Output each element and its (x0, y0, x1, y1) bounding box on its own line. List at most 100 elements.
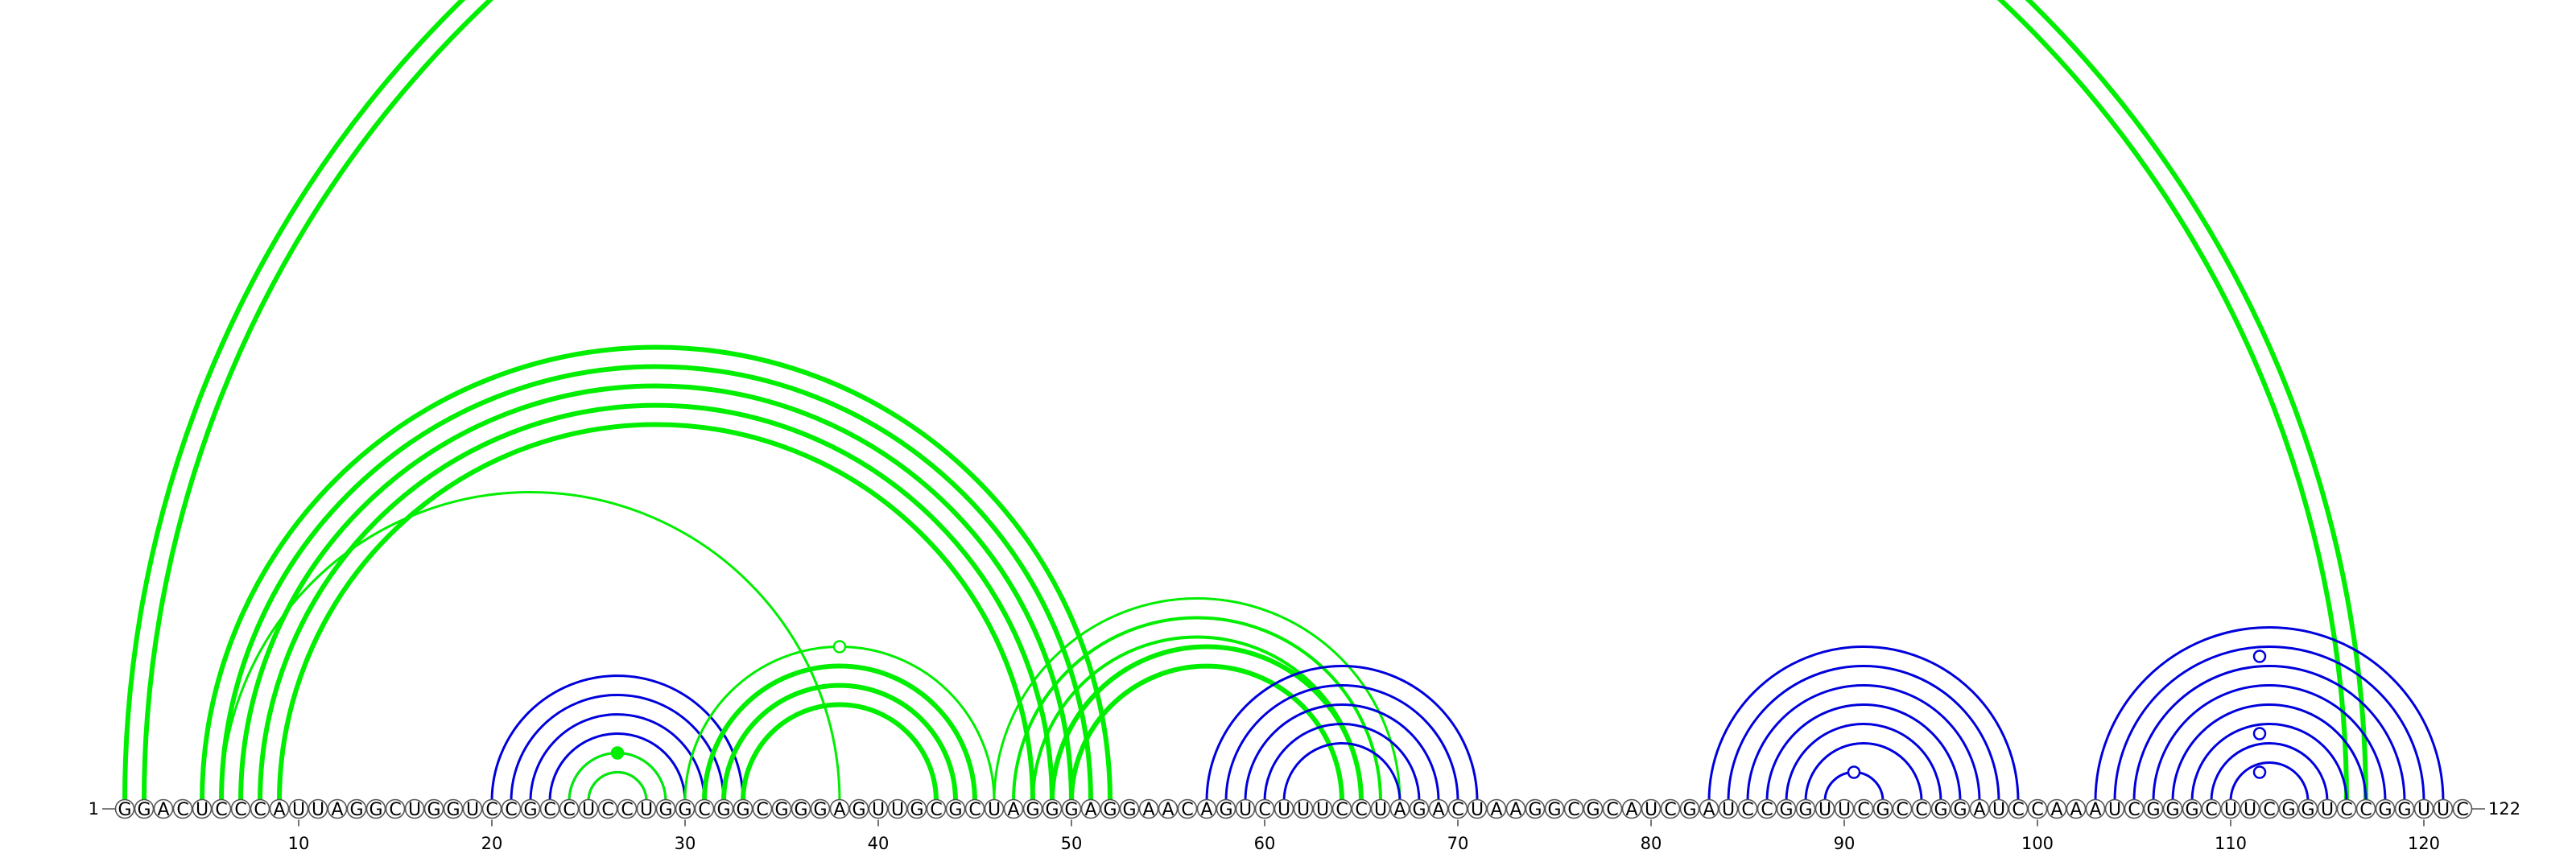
base-pair-arc (2190, 723, 2348, 802)
nucleotide-letter: G (2397, 800, 2411, 820)
nucleotide: A (2046, 798, 2067, 820)
base-pair-arc (1012, 616, 1382, 802)
nucleotide-circle (269, 798, 290, 819)
nucleotide-letter: U (1278, 800, 1290, 820)
base-pair-arc (1244, 703, 1440, 802)
nucleotide-letter: A (1973, 800, 1985, 820)
nucleotide: C (211, 798, 232, 820)
nucleotide-circle (1467, 798, 1488, 819)
nucleotide-letter: A (1162, 800, 1174, 820)
nucleotide-circle (906, 798, 927, 819)
nucleotide-letter: G (1122, 800, 1136, 820)
nucleotide-circle (2085, 798, 2106, 819)
nucleotide: U (636, 798, 657, 820)
nucleotide-letter: A (1084, 800, 1096, 820)
nucleotide-letter: C (1567, 800, 1579, 820)
base-pair-arc (2152, 684, 2387, 802)
nucleotide-circle (2413, 798, 2434, 819)
base-pair-arc (1205, 665, 1479, 802)
nucleotide-circle (1602, 798, 1623, 819)
nucleotide-circle (1370, 798, 1391, 819)
nucleotide-letter: U (2437, 800, 2450, 820)
nucleotide: U (404, 798, 425, 820)
nucleotide-circle (1757, 798, 1777, 819)
nucleotide: G (1119, 798, 1140, 820)
nucleotide: G (1216, 798, 1236, 820)
nucleotide-letter: C (176, 800, 188, 820)
nucleotide-circle (1235, 798, 1256, 819)
base-pair-arc (2229, 761, 2310, 802)
nucleotide-letter: U (1992, 800, 2005, 820)
nucleotide-circle (2278, 798, 2299, 819)
base-pair-arc (2113, 645, 2425, 802)
nucleotide: G (1544, 798, 1565, 820)
nucleotide-letter: G (2281, 800, 2295, 820)
nucleotide-letter: A (1200, 800, 1212, 820)
nucleotide-circle (2297, 798, 2318, 819)
nucleotide: C (230, 798, 251, 820)
nucleotide-circle (1872, 798, 1893, 819)
nucleotide-circle (2394, 798, 2415, 819)
base-pair-arc (1785, 723, 1942, 802)
nucleotide-letter: G (1103, 800, 1117, 820)
nucleotide: U (462, 798, 483, 820)
base-pair-arc (220, 365, 1092, 802)
nucleotide: G (675, 798, 696, 820)
base-pair-arc (1727, 665, 2000, 802)
nucleotide-circle (848, 798, 869, 819)
nucleotide-letter: C (2340, 800, 2352, 820)
nucleotide-letter: U (408, 800, 421, 820)
nucleotide-circle (2375, 798, 2396, 819)
base-pair-arc (2132, 665, 2406, 802)
nucleotide: C (1351, 798, 1372, 820)
nucleotide-letter: U (891, 800, 904, 820)
nucleotide: G (733, 798, 753, 820)
nucleotide-circle (423, 798, 444, 819)
nucleotide: C (1737, 798, 1758, 820)
nucleotide: G (1872, 798, 1893, 820)
nucleotide-letter: C (2128, 800, 2140, 820)
nucleotide: G (1042, 798, 1063, 820)
nucleotide-circle (1216, 798, 1236, 819)
base-pair-arc (1746, 684, 1981, 802)
nucleotide-letter: C (234, 800, 246, 820)
nucleotide-circle (2124, 798, 2145, 819)
nucleotide: C (1177, 798, 1198, 820)
nucleotide-circle (597, 798, 618, 819)
nucleotide-circle (211, 798, 232, 819)
nucleotide-letter: U (988, 800, 1001, 820)
nucleotide: A (1699, 798, 1719, 820)
nucleotide-circle (2317, 798, 2338, 819)
nucleotide: G (1061, 798, 1082, 820)
nucleotide-circle (655, 798, 676, 819)
nucleotide: U (2433, 798, 2454, 820)
nucleotide: C (2336, 798, 2357, 820)
base-pair-arc (1282, 742, 1402, 802)
nucleotide-letter: G (1586, 800, 1600, 820)
nucleotide-circle (984, 798, 1005, 819)
nucleotide-circle (636, 798, 657, 819)
nucleotide: U (2104, 798, 2125, 820)
nucleotide: C (1853, 798, 1874, 820)
base-pair-arc (200, 344, 1113, 802)
nucleotide-circle (1988, 798, 2009, 819)
nucleotide-circle (733, 798, 753, 819)
nucleotide-letter: C (1355, 800, 1367, 820)
nucleotide: U (1293, 798, 1314, 820)
nucleotide-letter: C (2456, 800, 2468, 820)
nucleotide-circle (1911, 798, 1932, 819)
nucleotide-circle (308, 798, 328, 819)
nucleotide: C (1602, 798, 1623, 820)
nucleotide-letter: G (794, 800, 807, 820)
nucleotide: C (694, 798, 715, 820)
nucleotide-letter: C (2205, 800, 2217, 820)
base-pair-arc (1765, 703, 1962, 802)
nucleotide-letter: U (196, 800, 208, 820)
base-pair-arc (1050, 644, 1364, 802)
nucleotide: A (327, 798, 348, 820)
nucleotide: G (1100, 798, 1121, 820)
nucleotide-letter: A (1432, 800, 1444, 820)
nucleotide-letter: A (2089, 800, 2101, 820)
